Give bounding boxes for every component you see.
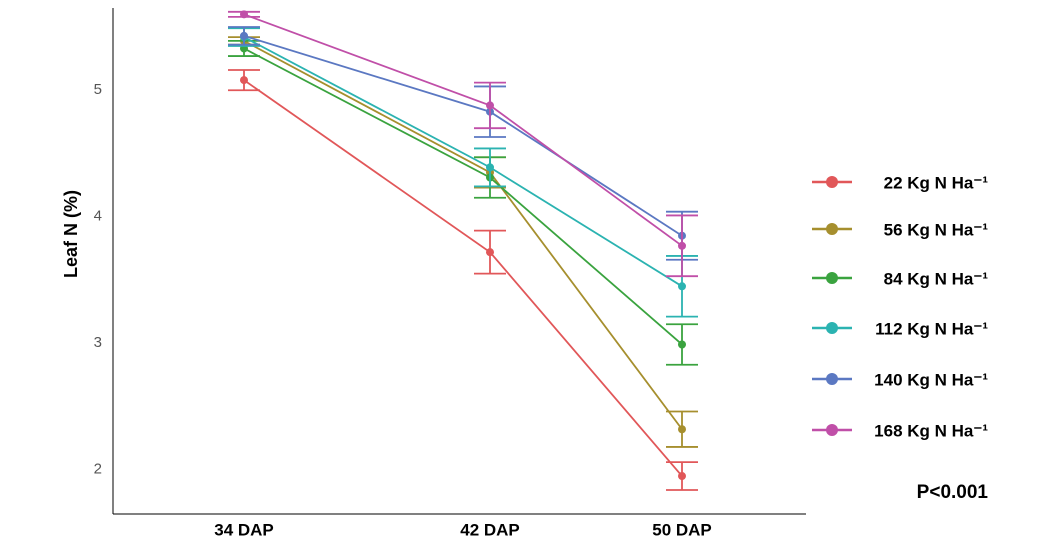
x-tick-label: 34 DAP: [214, 520, 274, 539]
series-line: [243, 13, 683, 247]
x-tick-label: 50 DAP: [652, 520, 712, 539]
y-tick-label: 3: [94, 334, 102, 351]
series-line: [243, 47, 683, 346]
legend-label: 22 Kg N Ha⁻¹: [884, 173, 989, 192]
y-tick-label: 2: [94, 461, 102, 478]
point: [678, 340, 686, 349]
point: [678, 241, 686, 250]
legend-marker: [826, 223, 838, 235]
legend-marker: [826, 373, 838, 385]
y-tick-label: 4: [94, 208, 102, 225]
legend-marker: [826, 176, 838, 188]
point: [486, 101, 494, 110]
series-line: [243, 36, 683, 288]
point: [486, 163, 494, 172]
point: [486, 248, 494, 257]
legend-label: 112 Kg N Ha⁻¹: [875, 319, 988, 338]
legend-marker: [826, 322, 838, 334]
y-tick-label: 5: [94, 81, 102, 98]
series-line: [243, 40, 683, 430]
point: [678, 425, 686, 434]
legend-label: 168 Kg N Ha⁻¹: [874, 421, 988, 440]
legend-label: 140 Kg N Ha⁻¹: [874, 370, 988, 389]
point: [240, 31, 248, 40]
point: [678, 282, 686, 291]
legend-marker: [826, 424, 838, 436]
annotation: P<0.001: [917, 482, 989, 503]
y-axis-label: Leaf N (%): [61, 190, 81, 278]
point: [678, 472, 686, 481]
series-line: [243, 34, 683, 237]
point: [240, 10, 248, 19]
legend-label: 56 Kg N Ha⁻¹: [884, 220, 989, 239]
x-tick-label: 42 DAP: [460, 520, 520, 539]
legend-label: 84 Kg N Ha⁻¹: [884, 269, 989, 288]
point: [240, 76, 248, 85]
legend-marker: [826, 272, 838, 284]
series-line: [243, 79, 683, 477]
